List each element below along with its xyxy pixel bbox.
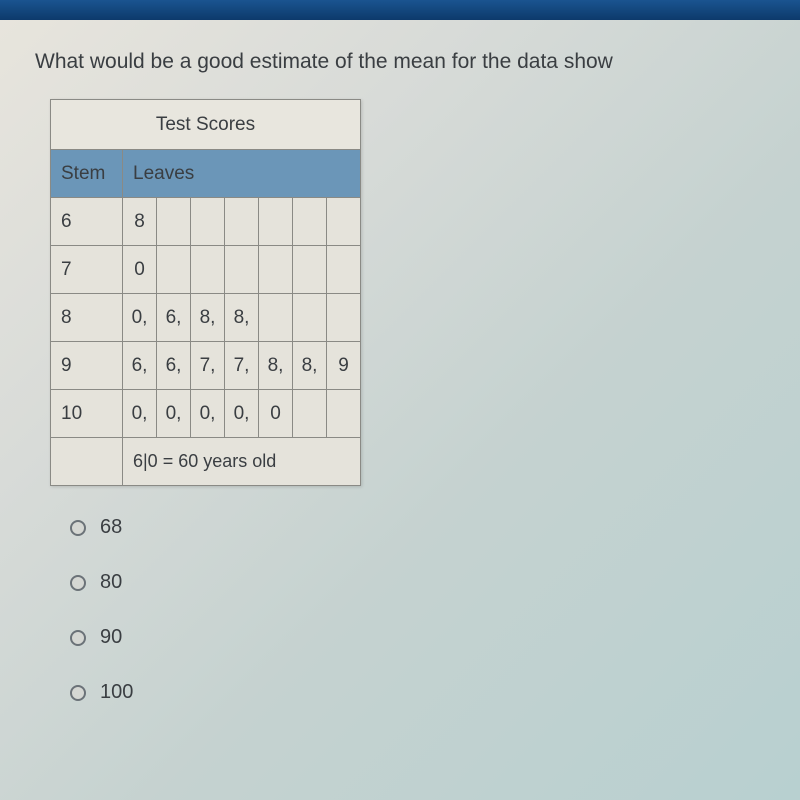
option-label: 68 [100, 516, 122, 539]
answer-option[interactable]: 68 [70, 516, 765, 539]
leaf-cell: 8 [123, 198, 157, 246]
radio-icon[interactable] [70, 685, 86, 701]
leaf-cell: 6, [157, 294, 191, 342]
table-row: 70 [51, 246, 361, 294]
stem-header: Stem [51, 150, 123, 198]
leaf-cell: 8, [259, 342, 293, 390]
radio-icon[interactable] [70, 520, 86, 536]
leaf-cell [327, 390, 361, 438]
option-label: 90 [100, 626, 122, 649]
leaf-cell: 7, [191, 342, 225, 390]
leaf-cell: 0, [225, 390, 259, 438]
table-row: 68 [51, 198, 361, 246]
key-legend: 6|0 = 60 years old [123, 438, 361, 486]
leaf-cell: 6, [123, 342, 157, 390]
option-label: 80 [100, 571, 122, 594]
option-label: 100 [100, 681, 133, 704]
leaf-cell [259, 246, 293, 294]
leaf-cell [293, 246, 327, 294]
table-header-row: Stem Leaves [51, 150, 361, 198]
leaf-cell [157, 246, 191, 294]
leaves-header: Leaves [123, 150, 361, 198]
leaf-cell: 7, [225, 342, 259, 390]
leaf-cell: 0, [123, 390, 157, 438]
leaf-cell [225, 246, 259, 294]
stem-cell: 7 [51, 246, 123, 294]
key-empty [51, 438, 123, 486]
stem-cell: 9 [51, 342, 123, 390]
leaf-cell: 6, [157, 342, 191, 390]
radio-icon[interactable] [70, 630, 86, 646]
leaf-cell: 0, [191, 390, 225, 438]
question-text: What would be a good estimate of the mea… [35, 50, 765, 74]
answer-option[interactable]: 100 [70, 681, 765, 704]
stem-leaf-table-wrapper: Test Scores Stem Leaves 687080,6,8,8,96,… [50, 99, 765, 486]
leaf-cell: 0 [259, 390, 293, 438]
answer-option[interactable]: 90 [70, 626, 765, 649]
content-area: What would be a good estimate of the mea… [0, 20, 800, 766]
table-row: 100,0,0,0,0 [51, 390, 361, 438]
answer-options: 68 80 90 100 [70, 516, 765, 704]
leaf-cell: 0 [123, 246, 157, 294]
leaf-cell [191, 198, 225, 246]
leaf-cell [327, 198, 361, 246]
window-top-bar [0, 0, 800, 20]
leaf-cell [293, 390, 327, 438]
table-row: 80,6,8,8, [51, 294, 361, 342]
leaf-cell [157, 198, 191, 246]
stem-cell: 10 [51, 390, 123, 438]
stem-leaf-table: Test Scores Stem Leaves 687080,6,8,8,96,… [50, 99, 361, 486]
leaf-cell [327, 294, 361, 342]
leaf-cell: 0, [123, 294, 157, 342]
radio-icon[interactable] [70, 575, 86, 591]
leaf-cell [225, 198, 259, 246]
stem-cell: 8 [51, 294, 123, 342]
table-title: Test Scores [51, 100, 361, 150]
leaf-cell [259, 198, 293, 246]
stem-cell: 6 [51, 198, 123, 246]
leaf-cell: 8, [293, 342, 327, 390]
leaf-cell: 9 [327, 342, 361, 390]
leaf-cell [259, 294, 293, 342]
key-row: 6|0 = 60 years old [51, 438, 361, 486]
leaf-cell: 8, [225, 294, 259, 342]
answer-option[interactable]: 80 [70, 571, 765, 594]
leaf-cell [327, 246, 361, 294]
leaf-cell: 0, [157, 390, 191, 438]
leaf-cell [293, 294, 327, 342]
leaf-cell [293, 198, 327, 246]
table-row: 96,6,7,7,8,8,9 [51, 342, 361, 390]
leaf-cell [191, 246, 225, 294]
leaf-cell: 8, [191, 294, 225, 342]
